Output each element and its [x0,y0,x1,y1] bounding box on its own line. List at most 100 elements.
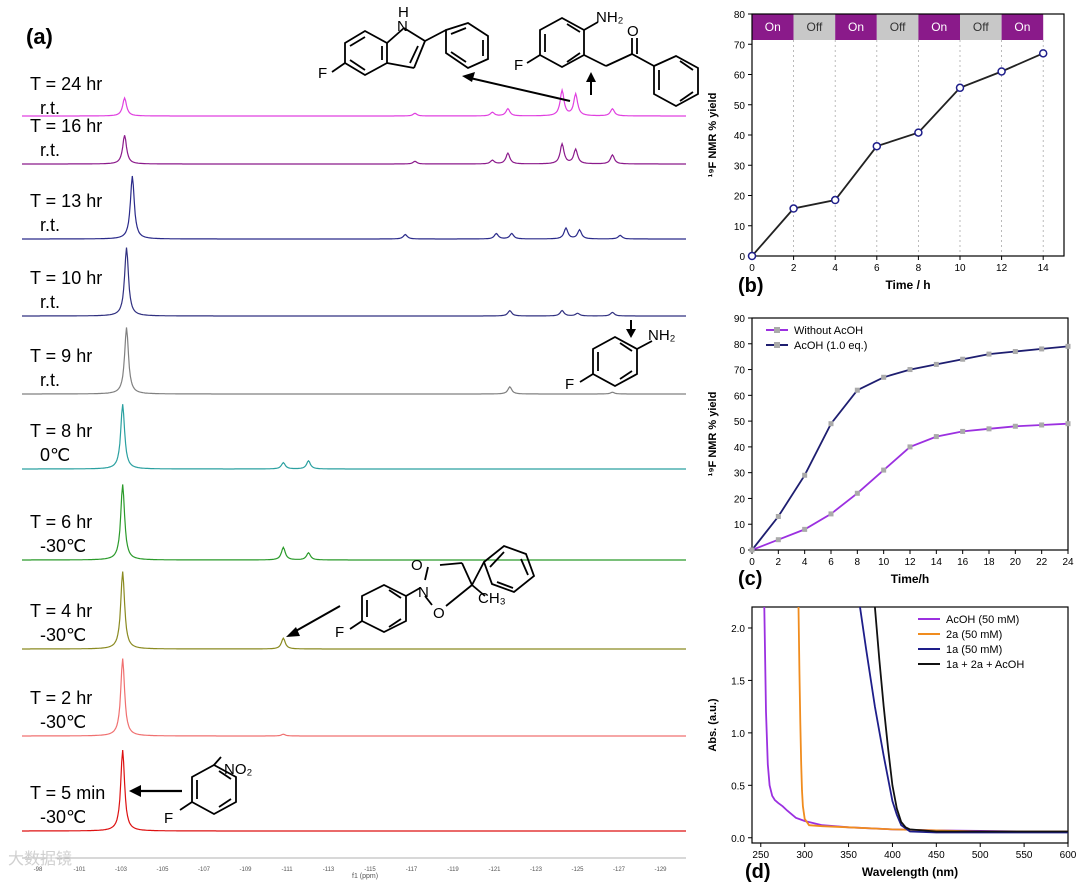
phase-label: On [848,20,864,34]
cyclic-o1-label: O [411,557,423,574]
y-tick-label: 1.5 [731,676,745,687]
phase-band-on [752,14,794,40]
x-tick-label: 4 [832,263,838,274]
trace-time-label: T = 13 hr [30,191,102,211]
ppm-tick-label: -109 [239,867,252,873]
aniline-f-label: F [565,376,574,393]
nmr-traces [22,87,686,832]
aniline-structure [579,335,653,388]
legend-label: 2a (50 mM) [946,629,1002,641]
y-tick-label: 10 [734,222,746,233]
nmr-trace-labels: T = 24 hrr.t.T = 16 hrr.t.T = 13 hrr.t.T… [30,74,105,827]
trace-temp-label: r.t. [40,215,60,235]
x-tick-label: 18 [983,557,995,568]
data-point [854,387,860,393]
data-point [914,128,923,137]
data-point [907,444,913,450]
series-line [752,422,1068,550]
x-tick-label: 2 [791,263,797,274]
nmr-trace [22,404,686,470]
trace-time-label: T = 6 hr [30,512,92,532]
phase-label: Off [890,20,906,34]
trace-temp-label: -30℃ [40,712,86,732]
y-tick-label: 70 [734,40,746,51]
y-tick-label: 90 [734,314,746,325]
nmr-trace [22,327,686,395]
legend-marker [774,342,780,348]
indole-structure [331,22,489,77]
trace-time-label: T = 5 min [30,783,105,803]
x-tick-label: 300 [796,850,813,861]
x-tick-label: 0 [749,557,755,568]
ketone-f-label: F [514,57,523,74]
data-point [854,490,860,496]
data-point [933,434,939,440]
cyclic-o2-label: O [433,605,445,622]
cyclic-f-label: F [335,624,344,641]
ppm-tick-label: -119 [447,867,459,873]
x-tick-label: 6 [828,557,834,568]
x-tick-label: 14 [931,557,943,568]
panel-label: (c) [738,568,762,590]
y-tick-label: 20 [734,192,746,203]
plot-frame [751,606,1069,844]
arrow-to-cyclic-peak [293,605,341,633]
indole-h-label: H [398,4,409,21]
ketone-structure [526,16,699,108]
panel-label: (d) [745,861,771,882]
ppm-tick-label: -117 [406,867,418,873]
ppm-tick-label: -111 [281,867,293,873]
data-point [907,367,913,373]
legend-label: AcOH (50 mM) [946,614,1019,626]
data-point [802,526,808,532]
y-axis-label: ¹⁹F NMR % yield [707,392,719,477]
x-tick-label: 450 [928,850,945,861]
series-line [859,607,1068,834]
phase-label: On [765,20,781,34]
ketone-nh2-label: NH₂ [596,9,624,26]
x-axis-label: Time / h [885,278,930,292]
x-tick-label: 2 [776,557,782,568]
y-tick-label: 0.0 [731,834,745,845]
ppm-tick-label: -107 [198,867,211,873]
legend-label: AcOH (1.0 eq.) [794,340,867,352]
phase-label: On [931,20,947,34]
data-point [872,141,882,151]
data-point [1065,343,1071,349]
trace-temp-label: 0℃ [40,445,70,465]
ppm-tick-label: -101 [73,867,86,873]
plot-frame [751,317,1069,551]
nitro-f-label: F [164,810,173,827]
phase-band-off [793,14,836,40]
data-point [933,361,939,367]
x-tick-label: 12 [904,557,916,568]
x-tick-label: 0 [749,263,755,274]
data-point [828,511,834,517]
y-tick-label: 40 [734,443,746,454]
y-tick-label: 80 [734,10,746,21]
y-tick-label: 2.0 [731,624,745,635]
nmr-trace [22,749,686,832]
data-point [1012,423,1018,429]
data-point [960,428,966,434]
phase-band-on [835,14,877,40]
data-point [960,356,966,362]
nmr-stack-panel: (a) T = 24 hrr.t.T = 16 hrr.t.T = 13 hrr… [8,4,699,880]
indole-f-label: F [318,65,327,82]
x-tick-label: 600 [1060,850,1077,861]
watermark: 大数据镜 [8,849,72,868]
arrow-to-indole [469,77,571,102]
dioxazolidine-structure [349,544,536,634]
arrow-to-nitro-peak-head [129,785,141,797]
ppm-tick-label: -127 [613,867,626,873]
y-tick-label: 20 [734,494,746,505]
x-axis-label: Wavelength (nm) [862,865,958,879]
x-tick-label: 20 [1010,557,1022,568]
chart-b: On Off On Off On Off On 0 2 4 6 8 10 12 14 0 10 20 30 40 50 6… [707,10,1065,297]
trace-temp-label: -30℃ [40,625,86,645]
legend-label: 1a (50 mM) [946,644,1002,656]
data-point [1065,421,1071,427]
nmr-trace [22,658,686,737]
ppm-tick-labels: -98 -101 -103 -105 -107 -109 -111 -113 -115 -117 -… [34,867,668,873]
